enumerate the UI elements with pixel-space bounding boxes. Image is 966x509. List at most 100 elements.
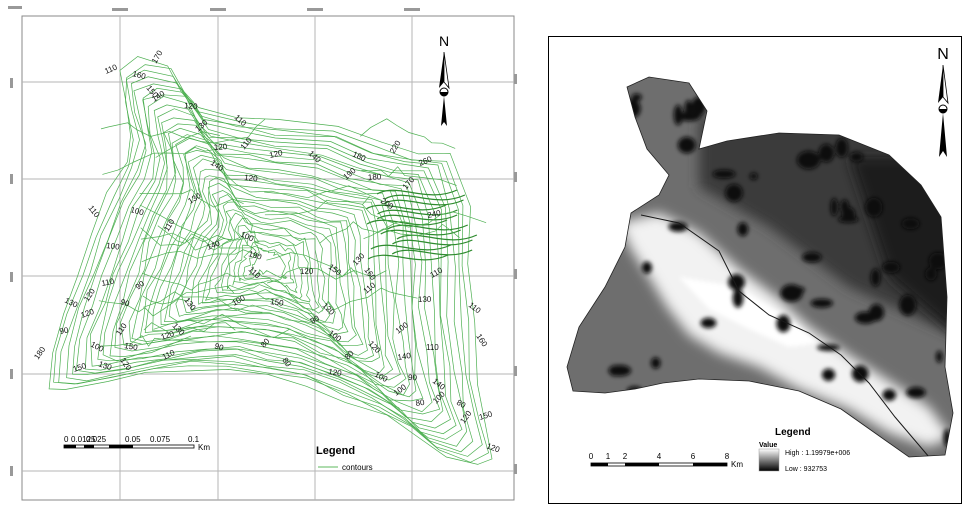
raster-dark-patch xyxy=(732,288,744,308)
contour-label: 90 xyxy=(59,325,70,336)
scale-tick-label: 8 xyxy=(725,452,730,461)
contour-line xyxy=(367,254,449,261)
raster-dark-patch xyxy=(681,435,689,455)
raster-dark-patch xyxy=(703,397,725,415)
contour-line xyxy=(319,220,415,244)
contour-line xyxy=(266,252,358,278)
contour-label: 110 xyxy=(429,265,445,279)
contour-line xyxy=(140,232,246,251)
contour-line xyxy=(89,96,451,429)
contour-line xyxy=(141,249,261,263)
contour-label: 160 xyxy=(132,69,148,81)
contour-label: 150 xyxy=(124,341,139,352)
raster-map-panel: N 0 1 2 4 6 8 Km Legend Value High : 1 xyxy=(548,36,962,504)
raster-dark-patch xyxy=(755,404,769,414)
scale-unit-label: Km xyxy=(198,443,210,452)
contour-label: 100 xyxy=(392,382,409,397)
contour-label: 130 xyxy=(97,359,113,372)
contour-label: 80 xyxy=(455,398,468,410)
raster-dark-patch xyxy=(573,109,597,131)
raster-dark-patch xyxy=(581,229,604,237)
contour-label: 110 xyxy=(162,217,177,233)
contour-line xyxy=(100,335,192,347)
raster-surface xyxy=(567,77,953,457)
legend-color-ramp xyxy=(758,448,780,472)
raster-dark-patch xyxy=(749,172,758,180)
contour-label: 80 xyxy=(259,336,272,349)
contour-line xyxy=(120,127,417,398)
contour-line xyxy=(84,94,457,435)
raster-dark-patch xyxy=(674,400,695,420)
contour-line xyxy=(140,227,232,247)
contour-label: 150 xyxy=(270,297,285,308)
scale-tick-label: 0.025 xyxy=(86,435,107,444)
contour-line xyxy=(109,117,433,413)
contour-label: 80 xyxy=(280,356,293,369)
north-label-right: N xyxy=(937,46,949,63)
legend-high-label: High : 1.19979e+006 xyxy=(785,450,850,457)
raster-dark-patch xyxy=(821,368,836,381)
contour-map-panel: 170 110 160 150 140 120 110 130 120 140 110 120 180 2… xyxy=(8,4,528,504)
raster-dark-patch xyxy=(728,274,745,291)
contour-line xyxy=(396,234,478,241)
raster-dark-patch xyxy=(830,198,838,217)
scale-tick-label: 0.075 xyxy=(150,435,171,444)
raster-dark-patch xyxy=(927,164,948,173)
contour-line xyxy=(100,122,220,139)
map-frame xyxy=(21,15,515,501)
contour-label: 100 xyxy=(106,241,121,252)
contour-label: 120 xyxy=(268,148,284,160)
contour-line xyxy=(391,249,473,256)
contour-label: 90 xyxy=(119,297,131,308)
raster-dark-patch xyxy=(857,77,864,95)
scale-tick-label: 4 xyxy=(657,452,662,461)
scale-bar-right: 0 1 2 4 6 8 Km xyxy=(589,452,744,469)
contour-line xyxy=(139,204,259,249)
raster-dark-patch xyxy=(583,432,593,442)
raster-dark-patch xyxy=(925,267,937,281)
contour-line xyxy=(58,69,483,457)
raster-dark-patch xyxy=(641,261,652,274)
legend-left: Legend contours xyxy=(316,445,373,472)
contour-label: 160 xyxy=(362,266,378,283)
contour-label: 120 xyxy=(321,301,337,317)
raster-dark-patch xyxy=(668,221,688,232)
contour-line xyxy=(139,189,244,208)
raster-dark-patch xyxy=(882,389,896,401)
contour-line xyxy=(370,244,452,251)
contour-line xyxy=(232,230,303,299)
contour-line xyxy=(377,209,458,216)
raster-dark-patch xyxy=(778,83,789,105)
raster-dark-patch xyxy=(899,294,917,316)
raster-dark-patch xyxy=(817,344,840,351)
contour-line xyxy=(139,145,401,381)
raster-dark-patch xyxy=(631,93,642,101)
raster-dark-patch xyxy=(650,357,661,369)
contour-label: 110 xyxy=(86,204,101,220)
contour-line xyxy=(242,240,295,284)
contour-line xyxy=(387,224,469,231)
raster-dark-patch xyxy=(737,222,749,237)
contour-line xyxy=(164,168,375,360)
contour-line xyxy=(360,118,456,149)
contour-line xyxy=(363,223,460,240)
contour-label: 90 xyxy=(408,373,418,382)
contour-label: 80 xyxy=(415,398,426,408)
contour-line xyxy=(72,83,468,447)
contour-label: 120 xyxy=(367,339,383,355)
raster-dark-patch xyxy=(882,261,900,274)
raster-dark-patch xyxy=(849,152,864,162)
contour-line xyxy=(267,266,387,284)
contour-label: 130 xyxy=(182,296,197,313)
contour-line xyxy=(175,177,364,347)
contour-line xyxy=(392,239,473,246)
contour-label: 140 xyxy=(397,351,412,362)
raster-dark-patch xyxy=(839,432,857,444)
contour-line xyxy=(365,204,447,211)
scale-tick-label: 0 xyxy=(64,435,69,444)
contour-label: 260 xyxy=(417,154,433,168)
raster-dark-patch xyxy=(802,252,822,263)
raster-dark-patch xyxy=(870,268,881,287)
contour-label: 220 xyxy=(388,138,403,155)
contour-line xyxy=(102,147,222,175)
